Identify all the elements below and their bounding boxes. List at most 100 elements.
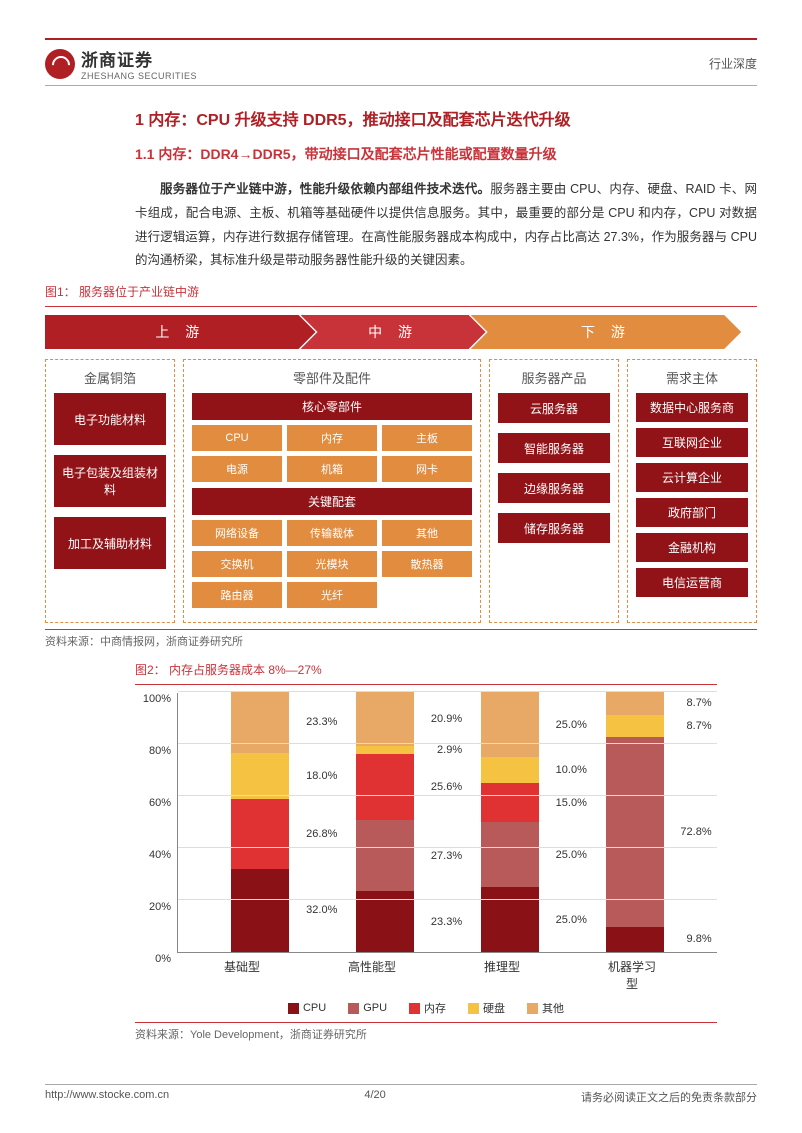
bar-segment-CPU: 32.0% [231,869,289,952]
comp-item: 其他 [382,520,472,546]
segment-label: 2.9% [437,744,462,756]
legend-item: GPU [348,1000,387,1016]
footer-url: http://www.stocke.com.cn [45,1089,169,1105]
comp-item: 网络设备 [192,520,282,546]
figure2-chart: 0%20%40%60%80%100% 32.0%26.8%18.0%23.3%2… [135,693,717,953]
comp-item: 光模块 [287,551,377,577]
col1-item: 加工及辅助材料 [54,517,166,569]
y-tick: 0% [155,953,171,965]
col2-title: 零部件及配件 [192,368,472,387]
bar-segment-硬盘: 2.9% [356,746,414,754]
col4-item: 金融机构 [636,533,748,562]
y-tick: 60% [149,797,171,809]
body-paragraph: 服务器位于产业链中游，性能升级依赖内部组件技术迭代。服务器主要由 CPU、内存、… [135,178,757,273]
segment-label: 25.6% [431,781,462,793]
col3-title: 服务器产品 [498,368,610,387]
legend-label: 其他 [542,1000,564,1016]
col3-item: 智能服务器 [498,433,610,463]
figure1-flow-arrows: 上 游 中 游 下 游 [45,315,757,349]
bar-segment-CPU: 25.0% [481,887,539,952]
col2-group1-title: 核心零部件 [192,393,472,420]
arrow-midstream: 中 游 [301,315,486,349]
segment-label: 18.0% [306,770,337,782]
segment-label: 23.3% [431,916,462,928]
figure2-source: 资料来源：Yole Development，浙商证券研究所 [135,1026,717,1042]
footer-disclaimer: 请务必阅读正文之后的免责条款部分 [581,1089,757,1105]
doc-category: 行业深度 [709,55,757,72]
bar-segment-硬盘: 18.0% [231,753,289,800]
bar-segment-CPU: 9.8% [606,927,664,952]
col4-item: 电信运营商 [636,568,748,597]
bar-segment-内存: 25.6% [356,754,414,821]
segment-label: 25.0% [556,719,587,731]
x-label: 基础型 [213,958,271,992]
col1-item: 电子包装及组装材料 [54,455,166,507]
comp-item: 主板 [382,425,472,451]
y-tick: 100% [143,693,171,705]
legend-swatch [409,1003,420,1014]
comp-item: 路由器 [192,582,282,608]
bar-column: 23.3%27.3%25.6%2.9%20.9% [356,692,414,952]
bar-segment-内存: 26.8% [231,799,289,869]
footer-page: 4/20 [364,1089,385,1105]
bar-segment-GPU: 25.0% [481,822,539,887]
bar-segment-GPU: 27.3% [356,820,414,891]
comp-item: 交换机 [192,551,282,577]
bar-segment-内存: 15.0% [481,783,539,822]
segment-label: 15.0% [556,797,587,809]
legend-label: CPU [303,1002,326,1014]
bar-column: 25.0%25.0%15.0%10.0%25.0% [481,692,539,952]
legend-label: 硬盘 [483,1000,505,1016]
company-logo: 浙商证券 ZHESHANG SECURITIES [45,46,197,81]
company-name-en: ZHESHANG SECURITIES [81,71,197,81]
company-name-cn: 浙商证券 [81,46,197,71]
figure1-source: 资料来源：中商情报网，浙商证券研究所 [45,633,757,649]
legend-label: 内存 [424,1000,446,1016]
segment-label: 25.0% [556,849,587,861]
bar-segment-硬盘: 8.7% [606,715,664,738]
bar-segment-CPU: 23.3% [356,891,414,952]
bar-segment-其他: 25.0% [481,692,539,757]
segment-label: 9.8% [687,933,712,945]
x-label: 推理型 [473,958,531,992]
segment-label: 23.3% [306,716,337,728]
col-components: 零部件及配件 核心零部件 CPU 内存 主板 电源 机箱 网卡 关键配套 网络设… [183,359,481,623]
section-heading-1-1: 1.1 内存：DDR4→DDR5，带动接口及配套芯片性能或配置数量升级 [135,144,757,164]
x-label: 高性能型 [343,958,401,992]
comp-item: 网卡 [382,456,472,482]
segment-label: 8.7% [687,720,712,732]
arrow-upstream: 上 游 [45,315,316,349]
comp-item: 内存 [287,425,377,451]
comp-item: 光纤 [287,582,377,608]
col2-group2-title: 关键配套 [192,488,472,515]
segment-label: 26.8% [306,828,337,840]
x-label: 机器学习型 [603,958,661,992]
figure1-columns: 金属铜箔 电子功能材料 电子包装及组装材料 加工及辅助材料 零部件及配件 核心零… [45,359,757,623]
bar-segment-其他: 20.9% [356,692,414,746]
legend-swatch [288,1003,299,1014]
segment-label: 72.8% [680,826,711,838]
segment-label: 10.0% [556,764,587,776]
comp-item: CPU [192,425,282,451]
col3-item: 云服务器 [498,393,610,423]
comp-item: 散热器 [382,551,472,577]
bar-column: 32.0%26.8%18.0%23.3% [231,692,289,952]
y-tick: 40% [149,849,171,861]
y-tick: 80% [149,745,171,757]
col1-title: 金属铜箔 [54,368,166,387]
segment-label: 27.3% [431,850,462,862]
legend-swatch [348,1003,359,1014]
col3-item: 边缘服务器 [498,473,610,503]
section-heading-1: 1 内存：CPU 升级支持 DDR5，推动接口及配套芯片迭代升级 [135,106,757,130]
legend-swatch [468,1003,479,1014]
bar-segment-硬盘: 10.0% [481,757,539,783]
col1-item: 电子功能材料 [54,393,166,445]
legend-item: 其他 [527,1000,564,1016]
comp-item: 机箱 [287,456,377,482]
col4-item: 互联网企业 [636,428,748,457]
figure1-title: 图1： 服务器位于产业链中游 [45,283,757,300]
col4-item: 云计算企业 [636,463,748,492]
segment-label: 8.7% [687,697,712,709]
legend-label: GPU [363,1002,387,1014]
col-metals: 金属铜箔 电子功能材料 电子包装及组装材料 加工及辅助材料 [45,359,175,623]
